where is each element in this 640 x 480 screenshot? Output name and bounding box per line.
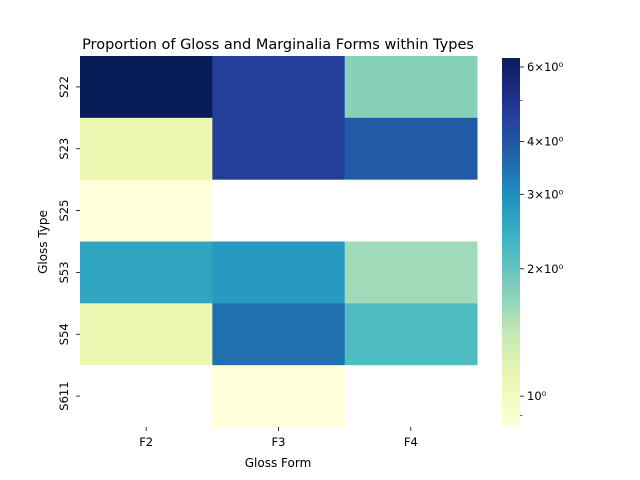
- heatmap-cell-s53-f4: [344, 241, 478, 304]
- colorbar-tick-label: 4×10⁰: [527, 134, 564, 148]
- y-tick-label: S54: [57, 323, 71, 345]
- x-tick-label: F2: [139, 435, 153, 449]
- heatmap-cell-s23-f4: [344, 117, 478, 181]
- heatmap-cell-s54-f4: [344, 303, 478, 366]
- y-tick-label: S25: [57, 200, 71, 222]
- y-tick-label: S22: [57, 76, 71, 98]
- heatmap-cell-s53-f3: [212, 241, 346, 304]
- heatmap-cell-s22-f2: [80, 56, 213, 119]
- colorbar-tick-label: 6×10⁰: [527, 60, 564, 74]
- heatmap-cell-s23-f3: [212, 117, 346, 181]
- heatmap-cell-s25-f2: [80, 179, 213, 242]
- heatmap-cell-s611-f4: [344, 365, 478, 428]
- heatmap-cell-s22-f3: [212, 56, 346, 119]
- heatmap-cell-s611-f2: [80, 365, 213, 428]
- heatmap-cell-s23-f2: [80, 117, 213, 181]
- x-axis-ticks: F2 F3 F4: [139, 427, 418, 449]
- colorbar-tick-label: 3×10⁰: [527, 187, 564, 201]
- colorbar-ticks: 6×10⁰ 4×10⁰ 3×10⁰ 2×10⁰ 10⁰: [520, 60, 564, 416]
- y-axis-ticks: S22 S23 S25 S53 S54 S611: [57, 76, 80, 411]
- y-tick-label: S53: [57, 261, 71, 283]
- y-tick-label: S611: [57, 381, 71, 410]
- heatmap-cell-s54-f2: [80, 303, 213, 366]
- x-axis-label: Gloss Form: [245, 456, 312, 470]
- heatmap-cell-s22-f4: [344, 56, 478, 119]
- y-axis-label: Gloss Type: [36, 210, 50, 274]
- heatmap-cell-s611-f3: [212, 365, 346, 428]
- heatmap-cell-s25-f3: [212, 179, 346, 242]
- heatmap-cells: [80, 56, 478, 428]
- x-tick-label: F3: [272, 435, 286, 449]
- y-tick-label: S23: [57, 138, 71, 160]
- colorbar: [502, 58, 520, 426]
- colorbar-tick-label: 2×10⁰: [527, 262, 564, 276]
- heatmap-cell-s25-f4: [344, 179, 478, 242]
- heatmap-cell-s54-f3: [212, 303, 346, 366]
- x-tick-label: F4: [404, 435, 418, 449]
- heatmap-cell-s53-f2: [80, 241, 213, 304]
- colorbar-tick-label: 10⁰: [527, 389, 547, 403]
- chart-title: Proportion of Gloss and Marginalia Forms…: [82, 37, 474, 53]
